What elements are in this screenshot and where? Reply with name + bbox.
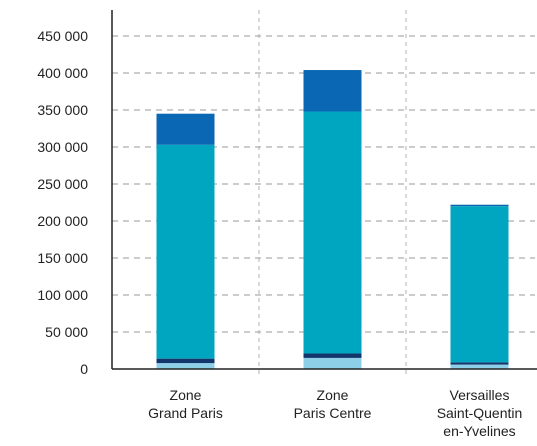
bar-segment-2-0 xyxy=(450,364,509,369)
y-tick-label-7: 350 000 xyxy=(37,102,88,118)
bar-segment-0-0 xyxy=(156,363,215,369)
y-tick-label-1: 50 000 xyxy=(45,324,88,340)
y-tick-label-2: 100 000 xyxy=(37,287,88,303)
x-category-label-0-0: Zone xyxy=(170,387,202,403)
y-tick-label-5: 250 000 xyxy=(37,176,88,192)
y-tick-label-4: 200 000 xyxy=(37,213,88,229)
bar-segment-2-3 xyxy=(450,204,509,207)
bar-segment-2-2 xyxy=(450,206,509,363)
x-category-label-1-0: Zone xyxy=(317,387,349,403)
y-tick-label-8: 400 000 xyxy=(37,65,88,81)
bar-segment-0-2 xyxy=(156,144,215,359)
bars xyxy=(156,70,509,369)
bar-segment-2-1 xyxy=(450,362,509,365)
bar-segment-0-1 xyxy=(156,358,215,364)
x-category-label-2-0: Versailles xyxy=(450,387,510,403)
axes xyxy=(111,10,537,370)
x-category-label-0-1: Grand Paris xyxy=(148,405,223,421)
x-category-label-2-2: en-Yvelines xyxy=(443,423,515,439)
y-tick-labels: 0 50 000 100 000 150 000 200 000 250 000 300 0… xyxy=(37,28,88,377)
y-tick-label-3: 150 000 xyxy=(37,250,88,266)
x-category-labels: Zone Grand Paris Zone Paris Centre Versaille… xyxy=(148,387,522,439)
bar-segment-0-3 xyxy=(156,113,215,145)
bar-segment-1-0 xyxy=(303,357,362,369)
bar-segment-1-2 xyxy=(303,111,362,354)
x-category-label-2-1: Saint-Quentin xyxy=(437,405,523,421)
y-tick-label-6: 300 000 xyxy=(37,139,88,155)
x-category-label-1-1: Paris Centre xyxy=(294,405,372,421)
y-tick-label-9: 450 000 xyxy=(37,28,88,44)
bar-segment-1-1 xyxy=(303,353,362,358)
bar-segment-1-3 xyxy=(303,70,362,112)
y-tick-label-0: 0 xyxy=(80,361,88,377)
